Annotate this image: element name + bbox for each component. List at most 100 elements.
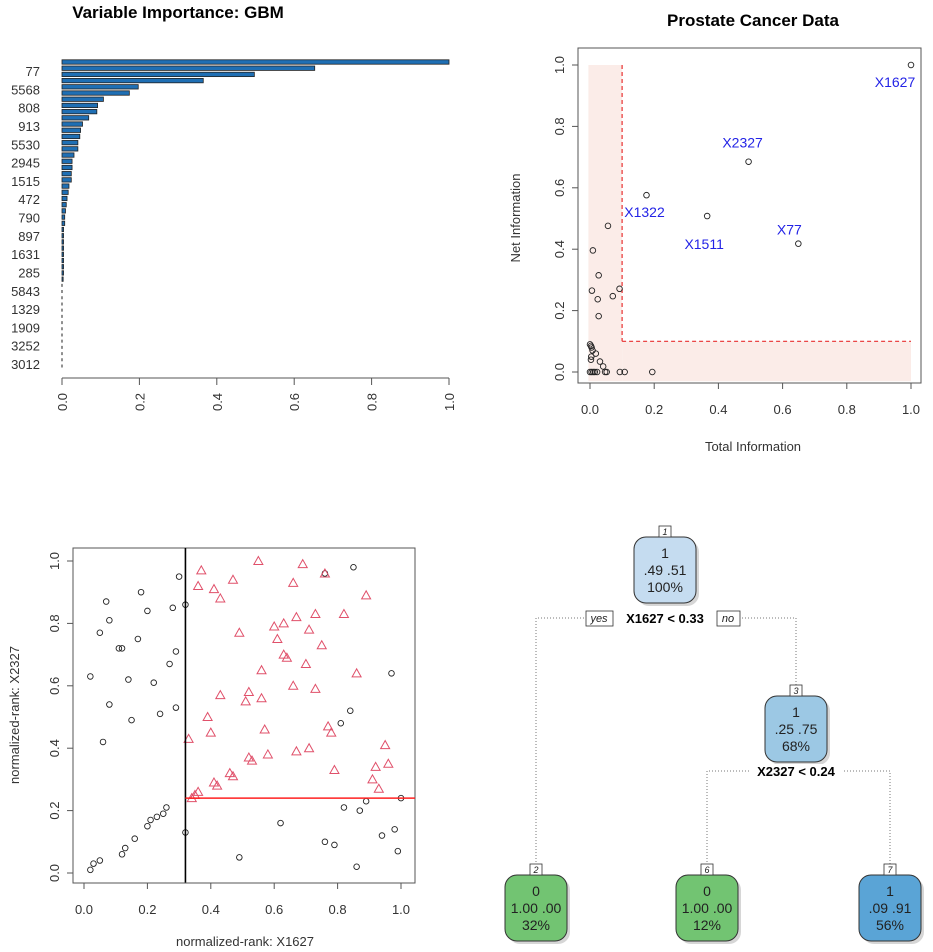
bar — [61, 121, 83, 127]
data-point-class-0 — [115, 645, 123, 652]
y-tick-label: 913 — [18, 119, 40, 134]
node-percent: 32% — [522, 917, 550, 933]
node-id: 2 — [532, 865, 538, 875]
x-tick-label: 0.4 — [709, 402, 727, 417]
bar — [61, 239, 64, 245]
y-tick-label: 0.8 — [47, 614, 62, 632]
y-tick-label: 0.2 — [47, 802, 62, 820]
bar — [61, 115, 90, 121]
point-annotation: X1627 — [875, 74, 916, 90]
data-point-class-1 — [291, 611, 302, 622]
bar — [61, 158, 73, 164]
data-point-class-1 — [214, 592, 226, 603]
data-point-class-1 — [291, 745, 302, 756]
shaded-region — [588, 65, 623, 382]
node-class: 1 — [886, 883, 894, 899]
data-point-class-1 — [303, 742, 315, 753]
data-point — [593, 368, 601, 376]
node-class: 0 — [703, 883, 711, 899]
data-point-class-0 — [118, 851, 126, 858]
y-tick-label: 1631 — [11, 247, 40, 262]
data-point-class-1 — [256, 692, 267, 703]
data-point-class-1 — [325, 727, 337, 737]
data-point — [588, 353, 595, 360]
data-point-class-0 — [159, 810, 167, 817]
data-point-class-1 — [256, 664, 267, 675]
no-label: no — [722, 613, 734, 625]
data-point — [587, 356, 595, 363]
bar — [61, 146, 79, 152]
y-tick-label: 897 — [18, 229, 40, 244]
x-tick-label: 1.0 — [442, 393, 457, 411]
data-point-class-1 — [370, 761, 381, 771]
bar — [61, 251, 64, 257]
data-point — [795, 240, 802, 247]
data-point — [586, 341, 594, 348]
data-point — [609, 292, 617, 300]
prostate-cancer-scatter: Prostate Cancer Data X1627 X2327 X1322 X151… — [508, 11, 922, 454]
bar — [61, 171, 72, 177]
data-point-class-0 — [378, 832, 386, 839]
bar — [61, 183, 70, 189]
data-point-class-0 — [156, 710, 164, 718]
y-tick-label: 77 — [26, 64, 40, 79]
data-point-class-1 — [338, 608, 350, 619]
x-tick-label: 0.4 — [202, 902, 220, 917]
data-point-class-1 — [303, 624, 315, 634]
split-label-bg — [750, 764, 842, 779]
data-point-class-1 — [259, 723, 271, 734]
y-tick-label: 5530 — [11, 137, 40, 152]
x-tick-label: 0.2 — [645, 402, 663, 417]
split-label: X2327 < 0.24 — [757, 764, 835, 779]
data-point — [616, 368, 624, 376]
data-point — [588, 344, 595, 351]
data-point-class-1 — [214, 689, 226, 700]
data-point-class-0 — [134, 635, 142, 643]
data-point-class-0 — [150, 679, 157, 686]
data-point-class-0 — [144, 822, 151, 830]
bar — [61, 233, 64, 239]
data-point-class-0 — [163, 804, 170, 811]
x-tick-label: 0.2 — [138, 902, 156, 917]
node-id-box — [789, 684, 803, 697]
x-tick-label: 0.8 — [365, 393, 380, 411]
data-point-class-0 — [347, 707, 354, 715]
y-tick-label: 5568 — [11, 82, 40, 97]
data-point — [591, 368, 599, 376]
data-point-class-0 — [90, 860, 97, 867]
node-percent: 12% — [693, 917, 721, 933]
data-point-class-0 — [337, 719, 345, 727]
bar — [61, 78, 204, 84]
chart-title: Prostate Cancer Data — [667, 11, 840, 30]
x-tick-label: 1.0 — [902, 402, 920, 417]
x-tick-label: 0.8 — [329, 902, 347, 917]
x-tick-label: 0.0 — [75, 902, 93, 917]
data-point — [649, 368, 656, 376]
data-point-class-1 — [319, 567, 331, 578]
data-point-class-1 — [310, 683, 321, 693]
bar — [61, 152, 75, 158]
variable-importance-chart: Variable Importance: GBM 77 5568 808 913 553… — [11, 3, 457, 411]
node-class: 1 — [792, 704, 800, 720]
node-probs: .49 .51 — [644, 562, 687, 578]
data-point-class-0 — [172, 648, 180, 655]
data-point-class-1 — [211, 780, 223, 790]
bar — [61, 177, 72, 183]
data-point-class-0 — [87, 866, 94, 874]
y-tick-label: 790 — [18, 211, 40, 226]
split-label-bg — [605, 611, 725, 626]
node-percent: 68% — [782, 738, 810, 754]
data-point — [907, 61, 915, 69]
data-point-class-0 — [153, 813, 161, 821]
data-point-class-1 — [272, 633, 283, 643]
node-id-box — [658, 525, 672, 538]
data-point — [603, 368, 610, 376]
data-point-class-0 — [169, 604, 177, 612]
data-point-class-1 — [287, 577, 299, 587]
data-point-class-1 — [297, 558, 309, 569]
data-point-class-1 — [278, 617, 290, 628]
chart-title: Variable Importance: GBM — [72, 3, 284, 22]
data-point-class-0 — [277, 819, 284, 827]
